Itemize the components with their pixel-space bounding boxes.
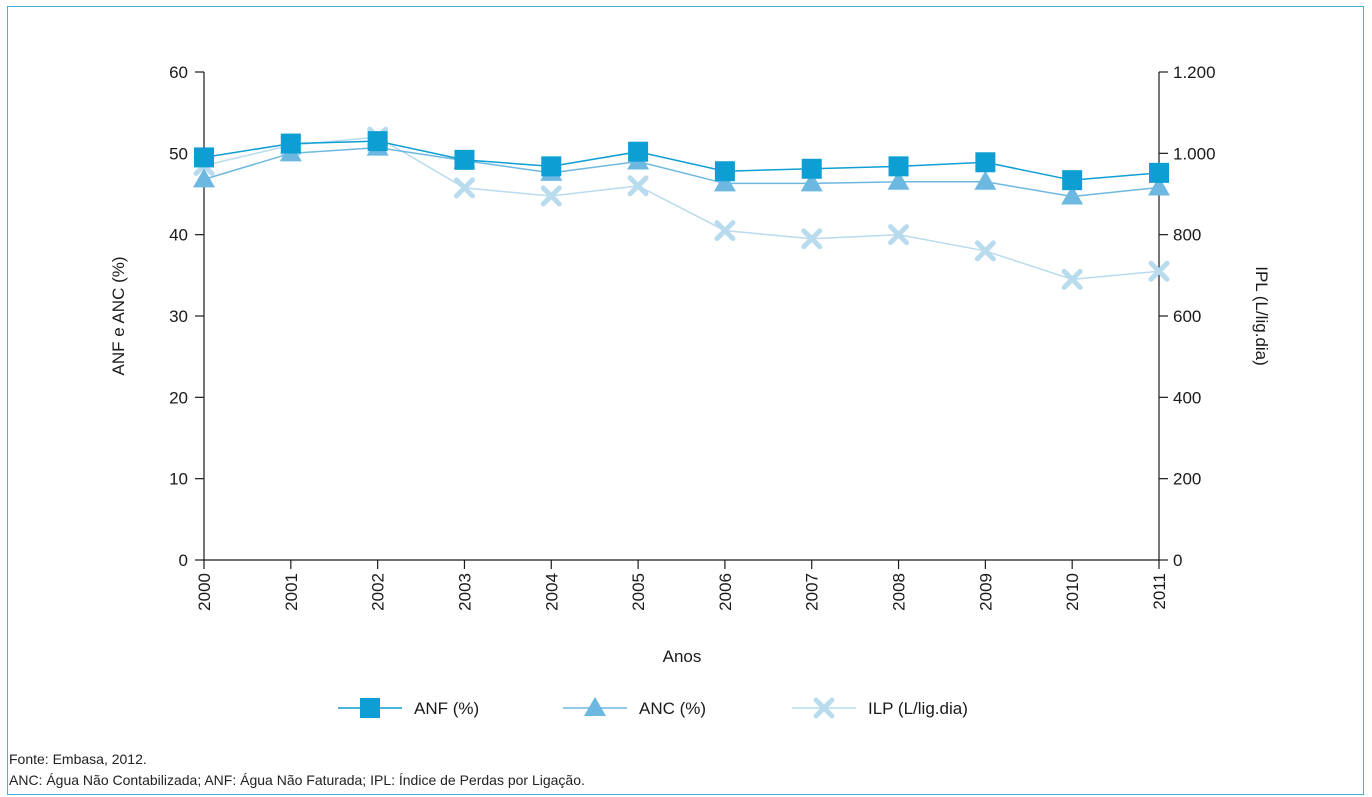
x-mark-stroke xyxy=(1061,268,1083,290)
x-mark-stroke xyxy=(540,185,562,207)
x-tick-label: 2008 xyxy=(890,573,909,611)
data-point xyxy=(367,131,388,152)
data-point xyxy=(714,161,735,182)
x-mark-stroke xyxy=(714,220,736,242)
y-right-tick-label: 0 xyxy=(1173,551,1182,570)
legend-marker xyxy=(360,698,380,718)
legend-marker xyxy=(813,697,835,719)
data-point xyxy=(1148,260,1170,282)
data-point xyxy=(800,172,823,192)
x-axis-label: Anos xyxy=(663,647,702,666)
y-axis-left-label: ANF e ANC (%) xyxy=(109,256,128,375)
y-axis-right-label: IPL (L/lig.dia) xyxy=(1252,266,1271,366)
y-left-tick-label: 60 xyxy=(169,63,188,82)
data-point xyxy=(888,156,909,177)
y-left-tick-label: 10 xyxy=(169,470,188,489)
data-point xyxy=(887,170,910,190)
series-line xyxy=(203,140,1160,181)
y-right-tick-label: 400 xyxy=(1173,388,1201,407)
series-line xyxy=(203,136,1160,281)
data-point xyxy=(194,147,214,168)
x-tick-label: 2004 xyxy=(542,573,561,611)
data-point xyxy=(627,175,649,197)
y-left-tick-label: 40 xyxy=(169,226,188,245)
data-point xyxy=(540,185,562,207)
x-tick-label: 2005 xyxy=(629,573,648,611)
y-left-tick-label: 30 xyxy=(169,307,188,326)
data-point xyxy=(280,133,301,154)
data-point xyxy=(454,149,475,170)
x-mark-stroke xyxy=(627,175,649,197)
x-mark-stroke xyxy=(453,177,475,199)
data-point xyxy=(974,240,996,262)
x-tick-label: 2009 xyxy=(976,573,995,611)
x-tick-label: 2002 xyxy=(369,573,388,611)
y-right-tick-label: 600 xyxy=(1173,307,1201,326)
x-tick-label: 2011 xyxy=(1150,573,1169,610)
data-point xyxy=(801,228,823,250)
data-point xyxy=(1149,162,1169,183)
y-right-tick-label: 1.200 xyxy=(1173,63,1216,82)
series-anf xyxy=(194,131,1169,191)
data-point xyxy=(1062,170,1083,191)
series-ilp-l-lig-dia xyxy=(193,126,1170,290)
x-tick-label: 2007 xyxy=(803,573,822,611)
data-point xyxy=(713,172,736,192)
series-line xyxy=(203,146,1160,198)
abbreviations-note: ANC: Água Não Contabilizada; ANF: Água N… xyxy=(9,772,585,788)
data-point xyxy=(974,170,997,190)
x-mark-stroke xyxy=(801,228,823,250)
y-right-tick-label: 1.000 xyxy=(1173,144,1216,163)
legend-item: ILP (L/lig.dia) xyxy=(792,697,968,719)
legend-item: ANF (%) xyxy=(338,698,479,718)
x-mark-stroke xyxy=(1148,260,1170,282)
legend-label: ANC (%) xyxy=(639,699,706,718)
data-point xyxy=(1061,268,1083,290)
source-note: Fonte: Embasa, 2012. xyxy=(9,751,147,767)
data-point xyxy=(193,168,215,188)
legend-label: ANF (%) xyxy=(414,699,479,718)
x-tick-label: 2000 xyxy=(195,573,214,611)
data-point xyxy=(1148,176,1170,196)
data-point xyxy=(541,156,562,177)
chart-frame xyxy=(7,6,1364,795)
data-point xyxy=(714,220,736,242)
legend-marker xyxy=(584,697,606,716)
x-mark-stroke xyxy=(974,240,996,262)
legend-item: ANC (%) xyxy=(563,697,706,718)
y-right-tick-label: 800 xyxy=(1173,226,1201,245)
data-point xyxy=(628,141,649,162)
y-left-tick-label: 50 xyxy=(169,144,188,163)
legend-label: ILP (L/lig.dia) xyxy=(868,699,968,718)
x-tick-label: 2001 xyxy=(282,573,301,611)
x-mark-stroke xyxy=(888,224,910,246)
data-point xyxy=(453,177,475,199)
x-tick-label: 2003 xyxy=(455,573,474,611)
x-mark-stroke xyxy=(813,697,835,719)
y-left-tick-label: 0 xyxy=(179,551,188,570)
x-tick-label: 2010 xyxy=(1063,573,1082,611)
data-point xyxy=(1061,185,1084,205)
data-point xyxy=(801,158,822,179)
x-tick-label: 2006 xyxy=(716,573,735,611)
y-right-tick-label: 200 xyxy=(1173,470,1201,489)
data-point xyxy=(975,152,996,173)
y-left-tick-label: 20 xyxy=(169,388,188,407)
data-point xyxy=(888,224,910,246)
